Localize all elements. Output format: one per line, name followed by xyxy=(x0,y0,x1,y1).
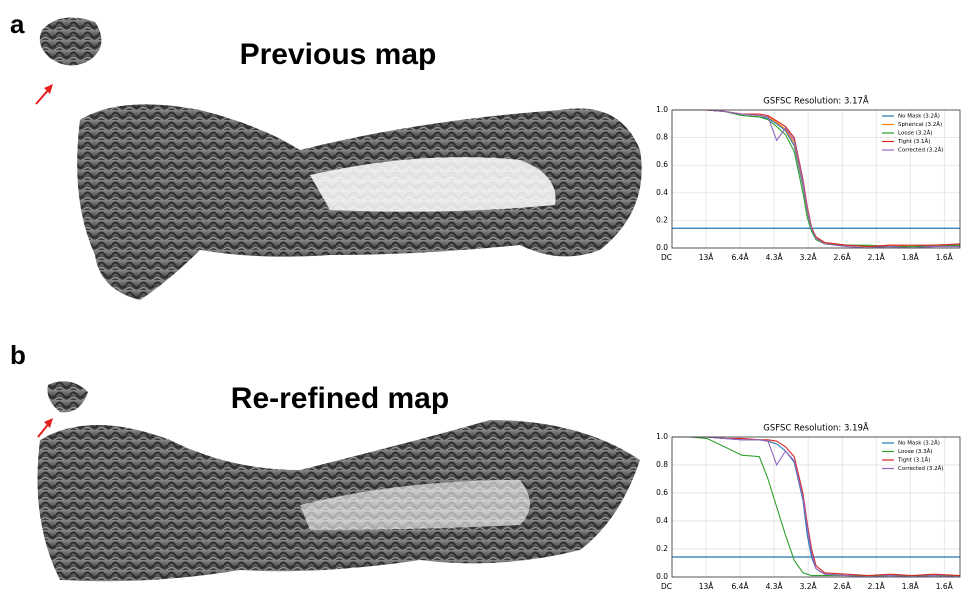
x-tick-label: 2.6Å xyxy=(834,582,852,591)
figure: a Previous map b Re-refined map GSFSC Re… xyxy=(0,0,962,591)
x-tick-label: 13Å xyxy=(699,582,715,591)
x-tick-label: 4.3Å xyxy=(766,582,784,591)
y-tick-label: 0.0 xyxy=(656,572,668,581)
x-tick-label: 2.6Å xyxy=(834,253,852,262)
legend-entry: Tight (3.1Å) xyxy=(897,457,930,464)
legend-entry: Tight (3.1Å) xyxy=(897,138,930,145)
y-tick-label: 0.6 xyxy=(656,160,668,169)
x-tick-label: 1.8Å xyxy=(902,582,920,591)
y-tick-label: 0.6 xyxy=(656,488,668,497)
legend-entry: No Mask (3.2Å) xyxy=(898,113,940,120)
y-tick-label: 0.8 xyxy=(656,460,668,469)
legend-entry: Loose (3.2Å) xyxy=(898,130,933,137)
x-tick-label: DC xyxy=(661,253,672,262)
x-tick-label: DC xyxy=(661,582,672,591)
legend-entry: Spherical (3.2Å) xyxy=(898,121,942,128)
chart-title: GSFSC Resolution: 3.17Å xyxy=(763,95,869,107)
x-tick-label: 3.2Å xyxy=(800,582,818,591)
x-tick-label: 3.2Å xyxy=(800,253,818,262)
legend-entry: Corrected (3.2Å) xyxy=(898,147,944,154)
y-tick-label: 0.8 xyxy=(656,133,668,142)
chart-title: GSFSC Resolution: 3.19Å xyxy=(763,422,869,434)
y-tick-label: 0.4 xyxy=(656,516,668,525)
panel-title: Previous map xyxy=(240,38,437,71)
x-tick-label: 2.1Å xyxy=(868,582,886,591)
legend-entry: Corrected (3.2Å) xyxy=(898,465,944,472)
y-tick-label: 0.4 xyxy=(656,188,668,197)
legend-entry: Loose (3.3Å) xyxy=(898,448,933,455)
y-tick-label: 1.0 xyxy=(656,432,668,441)
legend-entry: No Mask (3.2Å) xyxy=(898,440,940,447)
y-tick-label: 0.2 xyxy=(656,544,668,553)
y-tick-label: 1.0 xyxy=(656,105,668,114)
x-tick-label: 1.6Å xyxy=(936,582,954,591)
x-tick-label: 4.3Å xyxy=(766,253,784,262)
x-tick-label: 6.4Å xyxy=(732,253,750,262)
x-tick-label: 1.8Å xyxy=(902,253,920,262)
y-tick-label: 0.0 xyxy=(656,243,668,252)
panel-label: b xyxy=(10,340,26,370)
x-tick-label: 2.1Å xyxy=(868,253,886,262)
panel-label: a xyxy=(10,9,25,39)
y-tick-label: 0.2 xyxy=(656,215,668,224)
x-tick-label: 6.4Å xyxy=(732,582,750,591)
x-tick-label: 13Å xyxy=(699,253,715,262)
x-tick-label: 1.6Å xyxy=(936,253,954,262)
panel-title: Re-refined map xyxy=(231,382,449,415)
